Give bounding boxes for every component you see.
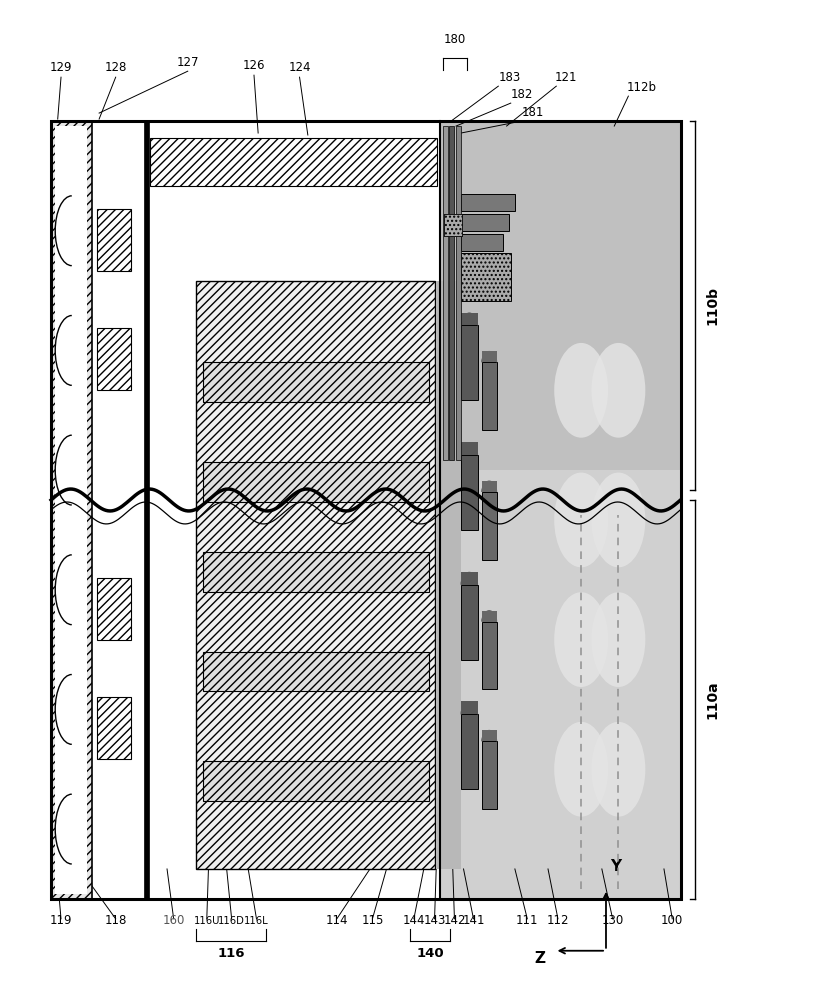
Text: 126: 126 [243,59,265,72]
Text: 160: 160 [163,914,184,927]
Text: 140: 140 [416,947,444,960]
Bar [450,126,455,460]
Bar [461,714,478,789]
Bar [443,126,448,460]
Bar [444,214,462,236]
Bar [436,281,461,869]
Text: 110b: 110b [706,286,720,325]
Text: 121: 121 [554,71,578,84]
Bar [51,121,681,899]
Text: 115: 115 [361,914,384,927]
Text: 112: 112 [547,914,569,927]
Text: 144: 144 [402,914,425,927]
Bar [461,455,478,530]
Bar [203,761,429,801]
Bar [482,351,497,362]
Text: 130: 130 [602,914,624,927]
Bar [482,362,497,430]
Ellipse shape [592,343,646,438]
Bar [150,138,437,186]
Text: 118: 118 [105,914,127,927]
Text: 182: 182 [511,88,534,101]
Ellipse shape [592,722,646,817]
Bar [203,462,429,502]
Text: Z: Z [534,951,545,966]
Bar [461,701,478,714]
Bar [461,214,509,231]
Bar [482,611,497,622]
Bar [144,121,149,899]
Bar [51,121,92,899]
Ellipse shape [554,343,608,438]
Bar [456,126,461,460]
Text: 116U: 116U [194,916,220,926]
Text: 124: 124 [288,61,311,74]
Bar [203,652,429,691]
Text: 116: 116 [218,947,245,960]
Bar [96,697,131,759]
Text: 128: 128 [105,61,127,74]
Text: 114: 114 [326,914,348,927]
Bar [196,281,435,869]
Bar [51,121,440,899]
Bar [440,121,681,899]
Text: 127: 127 [176,56,199,69]
Text: 143: 143 [423,914,445,927]
Bar [482,741,497,809]
Bar [203,552,429,592]
Bar [482,730,497,741]
Bar [461,442,478,455]
Bar [461,194,515,211]
Bar [203,362,429,402]
Text: 183: 183 [499,71,520,84]
Ellipse shape [554,592,608,687]
Bar [461,572,478,585]
Bar [482,481,497,492]
Text: 110a: 110a [706,680,720,719]
Bar [461,325,478,400]
Text: 100: 100 [661,914,683,927]
Bar [482,622,497,689]
Text: 142: 142 [443,914,465,927]
Ellipse shape [554,473,608,567]
Text: 181: 181 [522,106,543,119]
Bar [461,234,504,251]
Ellipse shape [592,473,646,567]
Text: 111: 111 [516,914,538,927]
Bar [440,121,681,470]
Bar [461,253,511,301]
Bar [96,578,131,640]
Text: 112b: 112b [627,81,656,94]
Text: 180: 180 [444,33,466,46]
Bar [444,214,462,236]
Bar [96,328,131,390]
Bar [461,313,478,325]
Ellipse shape [592,592,646,687]
Bar [96,209,131,271]
Text: Y: Y [610,859,622,874]
Bar [55,126,86,894]
Text: 116L: 116L [244,916,268,926]
Bar [482,492,497,560]
Text: 141: 141 [462,914,484,927]
Text: 129: 129 [50,61,72,74]
Text: 116D: 116D [219,916,245,926]
Bar [461,585,478,660]
Text: 119: 119 [50,914,72,927]
Ellipse shape [554,722,608,817]
